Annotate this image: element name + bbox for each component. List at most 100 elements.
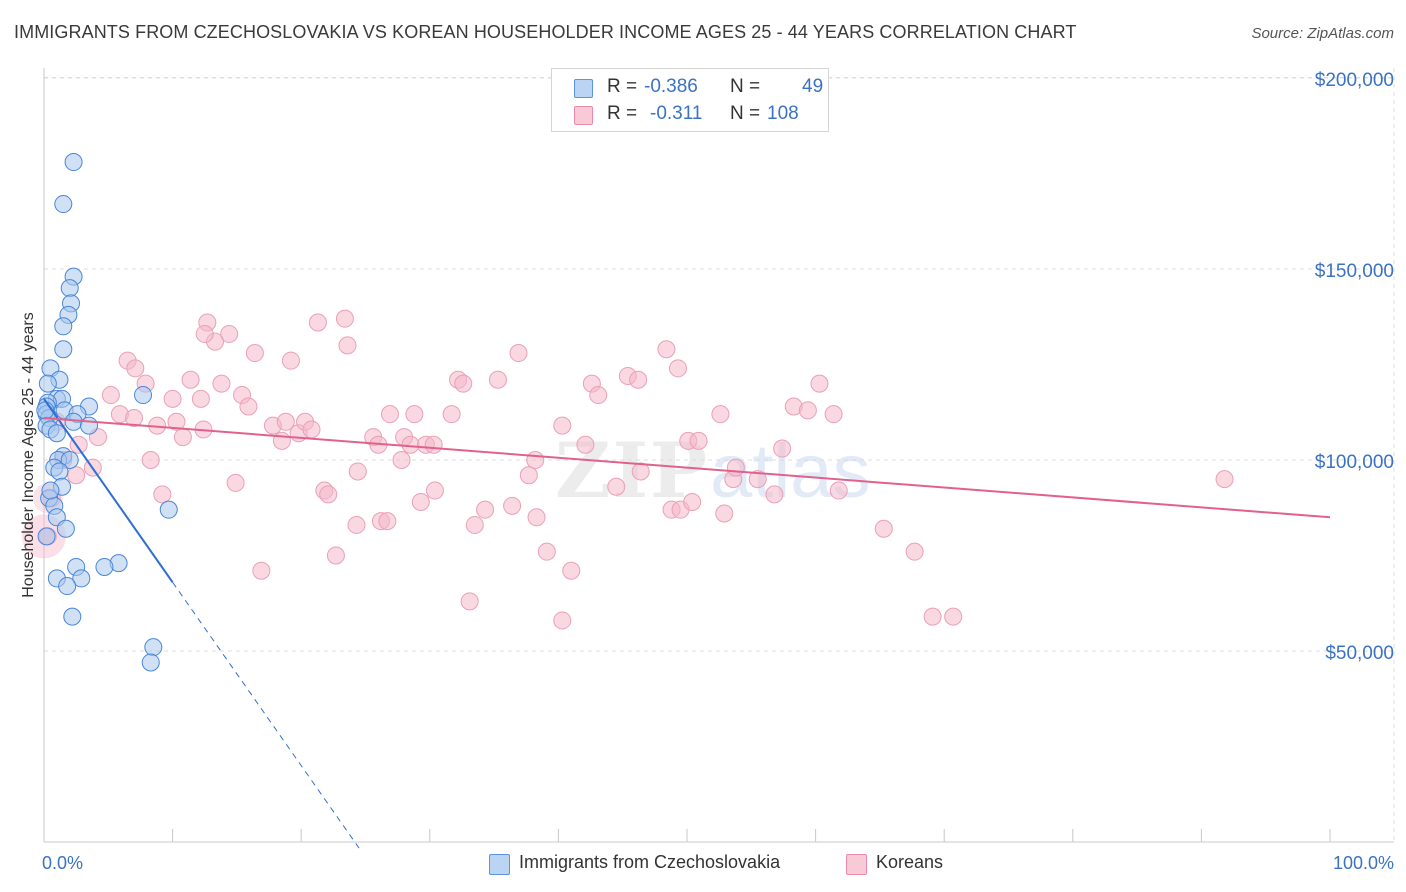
data-point <box>56 519 75 538</box>
data-point <box>95 557 114 576</box>
data-point <box>191 389 210 408</box>
legend-swatch-blue <box>574 79 593 98</box>
data-point <box>245 344 264 363</box>
data-point <box>715 504 734 523</box>
data-point <box>72 569 91 588</box>
trend-line-czechoslovakia <box>43 398 174 583</box>
legend-n-value: 49 <box>802 76 824 97</box>
legend-n-value: 108 <box>767 103 799 124</box>
correlation-legend: R = -0.386 N = 49 R = -0.311 N = 108 <box>551 68 829 132</box>
data-point <box>80 416 99 435</box>
data-point <box>726 458 745 477</box>
data-point <box>476 500 495 519</box>
data-point <box>252 561 271 580</box>
chart-source: Source: ZipAtlas.com <box>1251 25 1394 42</box>
trend-layer <box>43 398 1331 849</box>
data-point <box>338 336 357 355</box>
data-point <box>401 435 420 454</box>
trend-line-koreans <box>43 416 1331 519</box>
data-point <box>631 462 650 481</box>
data-point <box>689 431 708 450</box>
data-point <box>527 508 546 527</box>
data-point <box>141 451 160 469</box>
data-point <box>326 546 345 565</box>
legend-swatch-pink <box>574 106 593 125</box>
y-tick-label: $100,000 <box>1315 452 1394 473</box>
data-point <box>503 496 522 515</box>
data-point <box>144 638 163 657</box>
data-point <box>54 195 73 214</box>
data-point <box>60 279 79 298</box>
data-point <box>63 607 82 626</box>
legend-r-label: R = <box>607 103 638 124</box>
data-point <box>239 397 258 416</box>
data-point <box>47 424 66 443</box>
data-point <box>411 493 430 512</box>
data-point <box>58 577 77 596</box>
y-tick-label: $150,000 <box>1315 261 1394 282</box>
data-point <box>576 435 595 454</box>
data-point <box>281 351 300 370</box>
data-point <box>69 435 88 454</box>
data-point <box>874 519 893 538</box>
data-point <box>37 527 56 546</box>
chart-title: IMMIGRANTS FROM CZECHOSLOVAKIA VS KOREAN… <box>14 22 1077 42</box>
data-point <box>824 405 843 424</box>
axes-layer: $50,000 $100,000 $150,000 $200,000 <box>43 68 1394 843</box>
data-point <box>173 428 192 447</box>
legend-r-value: -0.386 <box>644 76 698 97</box>
data-point <box>748 470 767 489</box>
data-point <box>153 485 172 504</box>
data-point <box>829 481 848 500</box>
data-point <box>683 493 702 512</box>
y-tick-label: $200,000 <box>1315 70 1394 91</box>
data-point <box>181 370 200 389</box>
data-point <box>378 512 397 531</box>
data-point <box>773 439 792 458</box>
trend-line-czechoslovakia-extension <box>172 581 360 849</box>
data-point <box>226 473 245 492</box>
data-point <box>67 466 86 485</box>
data-point <box>64 412 83 431</box>
data-point <box>125 408 144 427</box>
data-point <box>488 370 507 389</box>
koreans-points <box>22 309 1234 630</box>
data-point <box>442 405 461 424</box>
legend-n-label: N = <box>730 76 761 97</box>
data-point <box>54 340 73 359</box>
data-point <box>195 324 214 343</box>
data-point <box>509 344 528 363</box>
data-point <box>41 481 60 500</box>
data-point <box>212 374 231 393</box>
data-point <box>159 500 178 519</box>
data-point <box>101 386 120 405</box>
data-point <box>562 561 581 580</box>
data-point <box>668 359 687 378</box>
data-point <box>711 405 730 424</box>
data-point <box>64 153 83 172</box>
bottom-legend-swatch-pink <box>846 854 867 875</box>
data-point <box>134 386 153 405</box>
data-point <box>380 405 399 424</box>
data-point <box>405 405 424 424</box>
data-point <box>526 451 545 469</box>
data-point <box>141 653 160 672</box>
data-point <box>553 416 572 435</box>
legend-r-label: R = <box>607 76 638 97</box>
x-tick-label-right: 100.0% <box>1333 853 1394 873</box>
czechoslovakia-points <box>36 153 178 672</box>
data-point <box>1215 470 1234 489</box>
legend-n-label: N = <box>730 103 761 124</box>
data-point <box>126 359 145 378</box>
data-point <box>454 374 473 393</box>
data-point <box>798 401 817 420</box>
data-point <box>657 340 676 359</box>
data-point <box>335 309 354 328</box>
data-point <box>765 485 784 504</box>
data-point <box>424 435 443 454</box>
data-point <box>944 607 963 626</box>
data-point <box>607 477 626 496</box>
data-point <box>460 592 479 611</box>
legend-r-value: -0.311 <box>650 103 703 124</box>
